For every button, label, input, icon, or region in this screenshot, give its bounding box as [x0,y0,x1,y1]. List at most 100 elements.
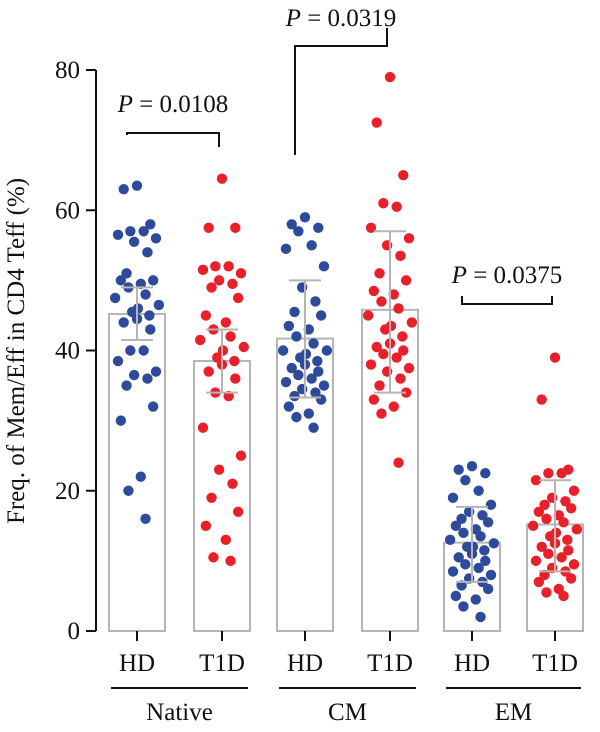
data-point [135,471,146,482]
data-point [232,506,244,517]
data-point [220,534,231,546]
data-point [227,278,238,290]
data-point [479,545,490,556]
data-point [371,117,382,128]
data-point [200,310,212,321]
data-point [458,601,469,612]
data-point [140,289,151,300]
data-point [365,222,377,233]
data-point [235,450,247,461]
data-point [128,236,140,248]
data-point [480,468,491,479]
data-point [447,566,459,577]
data-point [530,475,542,486]
data-point [112,229,124,240]
data-point [393,303,404,314]
data-point [128,369,140,381]
data-point [541,513,552,524]
data-point [310,296,321,307]
data-point [388,401,399,412]
y-axis-label: Freq. of Mem/Eff in CD4 Teff (%) [3,178,30,524]
x-category-label: T1D [532,650,578,677]
data-point [485,499,497,510]
data-point [150,233,162,244]
data-point [194,334,206,346]
data-point [145,324,156,335]
data-point [384,71,396,83]
data-point [482,517,494,528]
data-point [225,555,236,567]
data-point [565,503,577,514]
data-point [485,569,497,581]
data-point [147,401,159,412]
data-point [230,373,241,384]
data-point [556,468,567,479]
data-point [539,499,550,510]
data-point [568,559,580,570]
data-point [388,289,399,300]
data-point [403,362,415,374]
data-point [283,320,295,332]
data-point [562,534,573,546]
data-point [533,576,545,588]
p-value-label: P = 0.0108 [117,91,229,118]
data-point [238,341,250,353]
y-tick-label: 0 [68,618,81,645]
data-point [213,275,225,286]
data-point [393,457,404,468]
data-point [376,296,387,307]
data-point [398,345,409,356]
data-point [565,573,577,584]
data-point [140,513,151,524]
data-point [536,394,547,405]
data-point [303,324,314,335]
data-point [125,226,136,237]
data-point [397,331,408,342]
data-point [376,408,387,419]
data-point [299,212,311,223]
data-point [220,317,231,328]
group-label: Native [146,699,213,726]
data-point [391,201,402,212]
data-point [121,380,132,391]
data-point [232,292,244,304]
x-category-label: HD [287,650,323,677]
data-point [280,376,292,388]
data-point [312,355,323,367]
data-point [536,541,547,553]
data-point [371,341,382,353]
data-point [447,492,459,503]
y-tick-label: 40 [55,338,80,365]
data-point [145,219,156,230]
data-point [138,226,149,237]
data-point [482,583,494,595]
x-category-label: HD [119,650,155,677]
data-point [558,517,569,528]
data-point [453,464,464,475]
data-point [310,387,321,398]
data-point [286,219,297,230]
p-value-label: P = 0.0375 [451,262,563,289]
y-tick-label: 60 [55,197,80,224]
x-category-label: T1D [199,650,245,677]
bar [193,360,251,632]
data-point [563,545,574,556]
data-point [293,226,304,237]
data-point [460,475,471,486]
data-point [374,268,385,279]
data-point [400,275,412,286]
y-tick-label: 80 [55,57,80,84]
data-point [125,345,136,356]
data-point [115,275,127,286]
data-point [549,352,561,363]
data-point [362,310,374,321]
data-point [318,261,330,272]
data-point [473,485,484,496]
data-point [391,352,402,363]
data-point [210,261,221,272]
data-point [395,250,406,262]
data-point [475,531,486,542]
data-point [398,169,409,181]
data-point [153,299,165,311]
